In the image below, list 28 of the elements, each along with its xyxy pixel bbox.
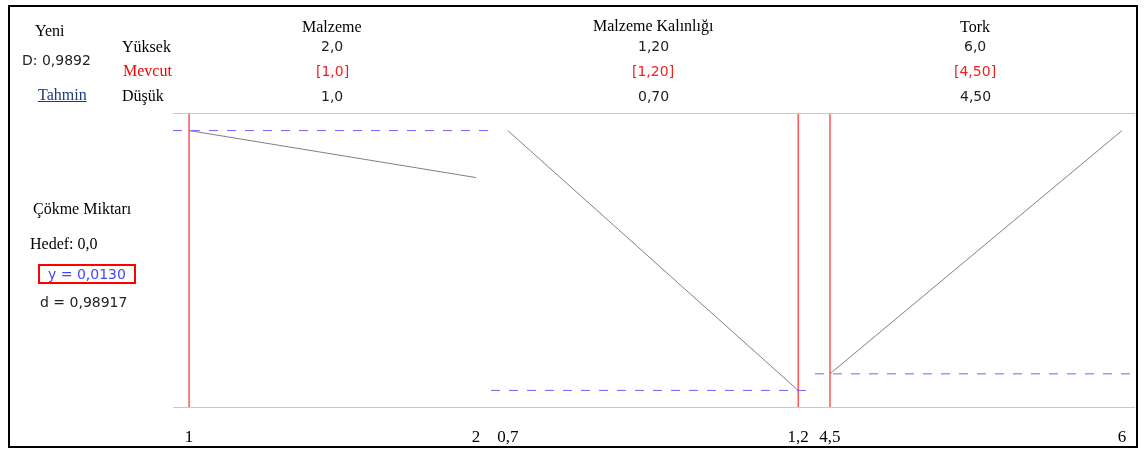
- text: Hedef: 0,0: [30, 235, 98, 253]
- x-tick-label: 6: [1117, 427, 1127, 447]
- text: Yüksek: [122, 38, 171, 56]
- text: [1,0]: [316, 63, 350, 79]
- x-tick-label: 2: [471, 427, 481, 447]
- chart-title: Malzeme: [302, 18, 362, 35]
- text: [4,50]: [954, 63, 997, 79]
- text: 0,70: [638, 88, 670, 104]
- x-tick-label: 4,5: [819, 427, 841, 447]
- chart-title: Tork: [960, 18, 990, 35]
- text: d = 0,98917: [40, 294, 128, 310]
- text: 4,50: [960, 88, 992, 104]
- text: [1,20]: [632, 63, 675, 79]
- text: Düşük: [122, 87, 164, 105]
- text: y = 0,0130: [38, 264, 136, 284]
- text: Yeni: [35, 22, 65, 40]
- text: D: 0,9892: [22, 52, 91, 68]
- text: 1,0: [321, 88, 344, 104]
- x-tick-label: 1,2: [787, 427, 809, 447]
- text: Mevcut: [123, 62, 172, 80]
- text: 6,0: [964, 38, 987, 54]
- x-tick-label: 0,7: [497, 427, 519, 447]
- chart-title: Malzeme Kalınlığı: [593, 17, 714, 35]
- text: Tahmin: [38, 86, 87, 104]
- text: 2,0: [321, 38, 344, 54]
- x-tick-label: 1: [184, 427, 194, 447]
- text: Çökme Miktarı: [33, 200, 132, 218]
- text: 1,20: [638, 38, 670, 54]
